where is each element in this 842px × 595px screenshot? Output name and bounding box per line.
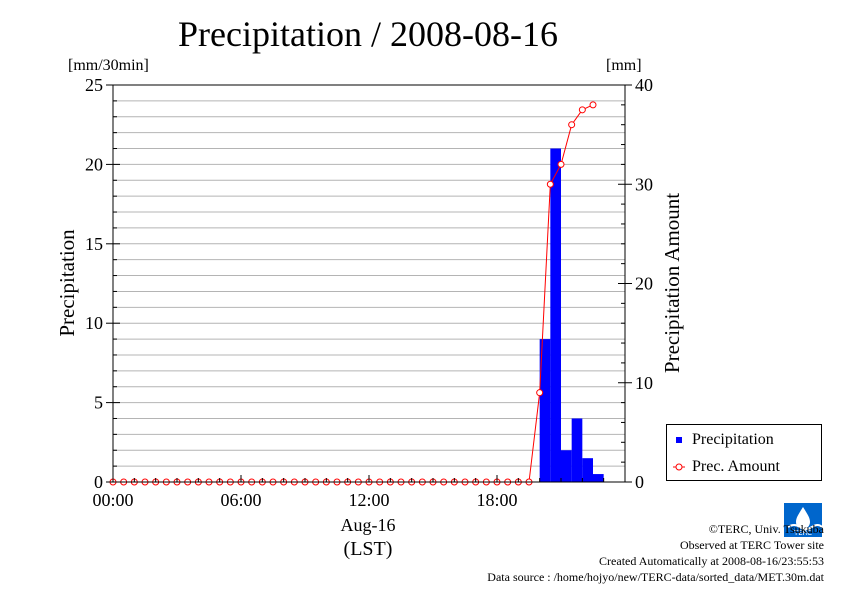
x-tick-label: 12:00 xyxy=(348,490,389,510)
footer-created: Created Automatically at 2008-08-16/23:5… xyxy=(599,554,824,568)
chart-title: Precipitation / 2008-08-16 xyxy=(178,14,558,54)
y-tick-label: 20 xyxy=(85,154,103,174)
legend-item-amount: Prec. Amount xyxy=(673,458,780,476)
y-axis-label: Precipitation xyxy=(55,229,79,337)
amount-polyline xyxy=(113,104,594,483)
y-tick-label: 0 xyxy=(94,472,103,492)
x-tick-label: 18:00 xyxy=(476,490,517,510)
amount-point xyxy=(546,180,554,188)
y-tick-label: 10 xyxy=(85,313,103,333)
right-axis-ticks: 0 10 20 30 40 xyxy=(618,75,653,492)
y2-tick-label: 30 xyxy=(635,174,653,194)
y2-tick-label: 0 xyxy=(635,472,644,492)
legend-line-swatch xyxy=(673,463,685,471)
footer-copyright: ©TERC, Univ. Tsukuba xyxy=(708,522,824,536)
x-axis-tz-label: (LST) xyxy=(344,538,393,560)
amount-point xyxy=(557,160,565,168)
terc-logo-icon: TERC xyxy=(784,503,822,537)
amount-point xyxy=(536,389,544,397)
footer-source: Data source : /home/hojyo/new/TERC-data/… xyxy=(487,570,824,584)
legend-label-amount: Prec. Amount xyxy=(692,458,780,475)
precipitation-bar xyxy=(561,450,572,482)
legend-bar-swatch xyxy=(676,437,682,444)
precipitation-bar xyxy=(550,148,561,482)
chart-legend: Precipitation Prec. Amount xyxy=(666,424,822,481)
precipitation-bars xyxy=(539,148,604,482)
x-axis-ticks: 00:00 06:00 12:00 18:00 xyxy=(92,475,605,510)
precipitation-bar xyxy=(593,474,604,482)
y-tick-label: 5 xyxy=(94,393,103,413)
footer-credits: ©TERC, Univ. Tsukuba Observed at TERC To… xyxy=(487,521,824,585)
grid-lines xyxy=(113,100,625,467)
left-unit-label: [mm/30min] xyxy=(68,57,149,74)
footer-observed: Observed at TERC Tower site xyxy=(679,538,824,552)
y-tick-label: 25 xyxy=(85,75,103,95)
y2-axis-label: Precipitation Amount xyxy=(660,193,684,373)
x-tick-label: 00:00 xyxy=(92,490,133,510)
y-tick-label: 15 xyxy=(85,234,103,254)
x-axis-date-label: Aug-16 xyxy=(341,515,396,535)
amount-line xyxy=(109,101,597,486)
x-tick-label: 06:00 xyxy=(220,490,261,510)
left-axis-ticks: 0 5 10 15 20 25 xyxy=(85,75,120,492)
y2-tick-label: 20 xyxy=(635,274,653,294)
precipitation-bar xyxy=(539,339,551,482)
amount-point xyxy=(568,121,576,129)
precipitation-bar xyxy=(582,458,593,482)
right-unit-label: [mm] xyxy=(606,57,642,74)
legend-label-precipitation: Precipitation xyxy=(692,431,774,448)
amount-point xyxy=(589,101,597,109)
precipitation-bar xyxy=(571,418,583,482)
legend-item-precipitation: Precipitation xyxy=(673,431,774,449)
y2-tick-label: 40 xyxy=(635,75,653,95)
y2-tick-label: 10 xyxy=(635,373,653,393)
logo-text: TERC xyxy=(793,529,812,537)
amount-point xyxy=(578,106,586,114)
